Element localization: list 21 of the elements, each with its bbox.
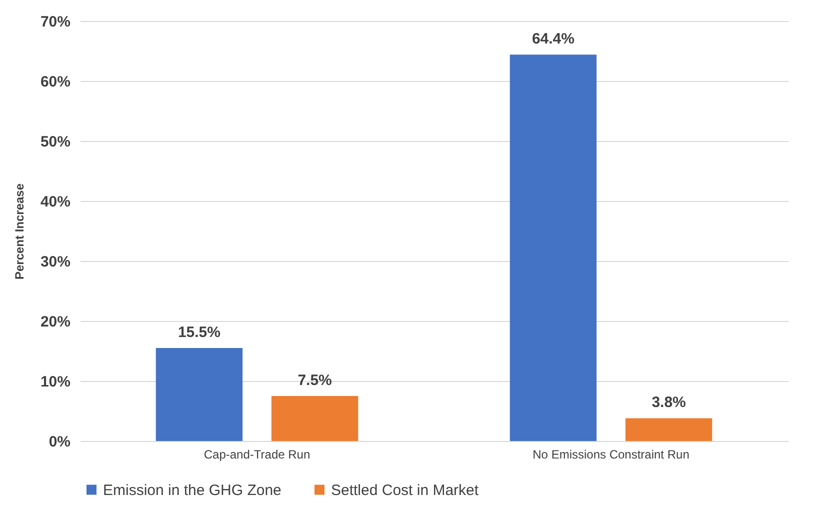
y-tick-label: 40% bbox=[40, 194, 70, 210]
y-tick-label: 50% bbox=[40, 134, 70, 150]
legend-label: Emission in the GHG Zone bbox=[103, 482, 282, 499]
data-label: 7.5% bbox=[298, 372, 332, 389]
x-tick-label: No Emissions Constraint Run bbox=[532, 448, 690, 462]
y-tick-label: 10% bbox=[40, 374, 70, 390]
bar bbox=[156, 348, 243, 441]
data-label: 64.4% bbox=[532, 30, 574, 48]
x-tick-label: Cap-and-Trade Run bbox=[204, 448, 310, 462]
legend-label: Settled Cost in Market bbox=[331, 482, 480, 499]
y-tick-label: 20% bbox=[40, 314, 70, 330]
bar bbox=[510, 54, 597, 441]
y-tick-label: 0% bbox=[48, 434, 70, 450]
y-tick-label: 30% bbox=[40, 254, 70, 270]
bar bbox=[271, 396, 358, 441]
y-tick-label: 70% bbox=[40, 14, 70, 30]
bar bbox=[625, 418, 712, 441]
y-tick-label: 60% bbox=[40, 74, 70, 90]
data-label: 15.5% bbox=[178, 324, 220, 341]
data-label: 3.8% bbox=[652, 394, 686, 412]
y-axis-title: Percent Increase bbox=[12, 183, 26, 280]
